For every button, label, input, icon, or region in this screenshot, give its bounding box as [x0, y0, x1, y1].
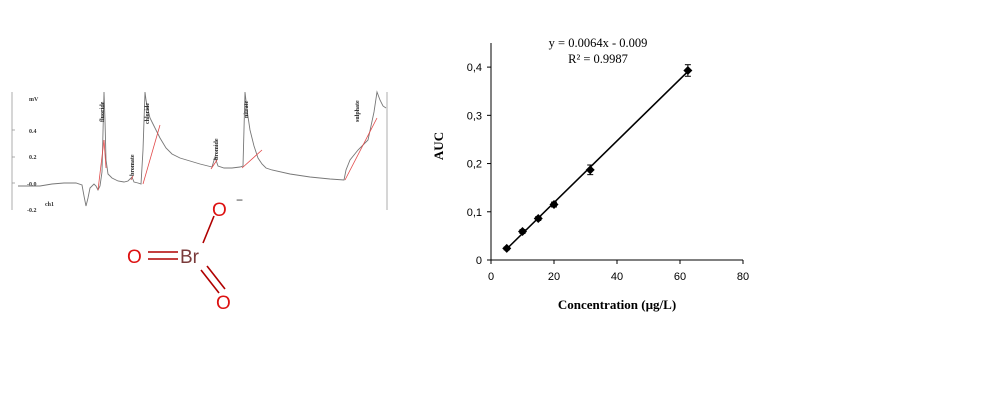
bond-double-2a	[200, 269, 220, 294]
trendline	[504, 69, 691, 252]
chromatogram-ytick-label: -0.2	[27, 208, 37, 214]
bond-single	[202, 215, 215, 244]
y-tick-label: 0,1	[467, 207, 482, 219]
data-point-marker	[502, 243, 512, 253]
atom-oxygen-left: O	[127, 247, 142, 268]
equation-label: y = 0.0064x - 0.009	[549, 36, 648, 50]
y-tick-label: 0,4	[467, 62, 482, 74]
atom-oxygen-bottom: O	[216, 293, 231, 314]
data-point-marker	[683, 65, 693, 75]
chromatogram-integration-lines	[97, 117, 378, 191]
chromatogram-ytick-label: 0.4	[29, 129, 37, 135]
x-tick-label: 0	[488, 271, 494, 283]
y-tick-label: 0,2	[467, 159, 482, 171]
y-tick-label: 0,3	[467, 110, 482, 122]
peak-label-bromate: bromate	[130, 154, 136, 176]
peak-label-nitrate: nitrate	[244, 100, 250, 118]
chromatogram-ytick-label: -0.0	[27, 182, 37, 188]
atom-oxygen-top: O	[212, 200, 227, 221]
peak-label-chloride: chloride	[145, 103, 151, 124]
chromatogram-unit-label: mV	[29, 97, 39, 103]
x-axis-title: Concentration (µg/L)	[558, 297, 676, 312]
r-squared-label: R² = 0.9987	[568, 52, 628, 66]
data-point-marker	[585, 165, 595, 175]
data-point-marker	[518, 227, 527, 237]
bromate-structure: Br O O − O	[127, 193, 243, 314]
peak-label-fluoride: fluoride	[100, 101, 106, 122]
chromatogram-channel-label: ch1	[45, 202, 54, 208]
calibration-chart: 0 20 40 60 80 0 0,1 0,2 0,3 0,4 y = 0.0064x - 0.…	[431, 36, 749, 312]
bond-double-2b	[206, 265, 226, 290]
atom-bromine: Br	[180, 247, 200, 268]
x-tick-label: 80	[737, 271, 749, 283]
y-axis-title: AUC	[431, 132, 446, 160]
x-tick-label: 60	[674, 271, 686, 283]
chromatogram-ytick-label: 0.2	[29, 155, 37, 161]
peak-label-sulphate: sulphate	[355, 100, 361, 122]
x-tick-label: 20	[548, 271, 560, 283]
data-point-marker	[549, 200, 559, 210]
chromatogram: mV 0.4 0.2 -0.0 -0.2 ch1 fluoride bromat…	[11, 90, 388, 214]
data-point-marker	[533, 214, 543, 224]
chromatogram-signal-trace	[18, 90, 387, 207]
x-tick-label: 40	[611, 271, 623, 283]
y-tick-label: 0	[476, 255, 482, 267]
peak-label-bromide: bromide	[214, 138, 220, 160]
negative-charge: −	[236, 193, 243, 207]
